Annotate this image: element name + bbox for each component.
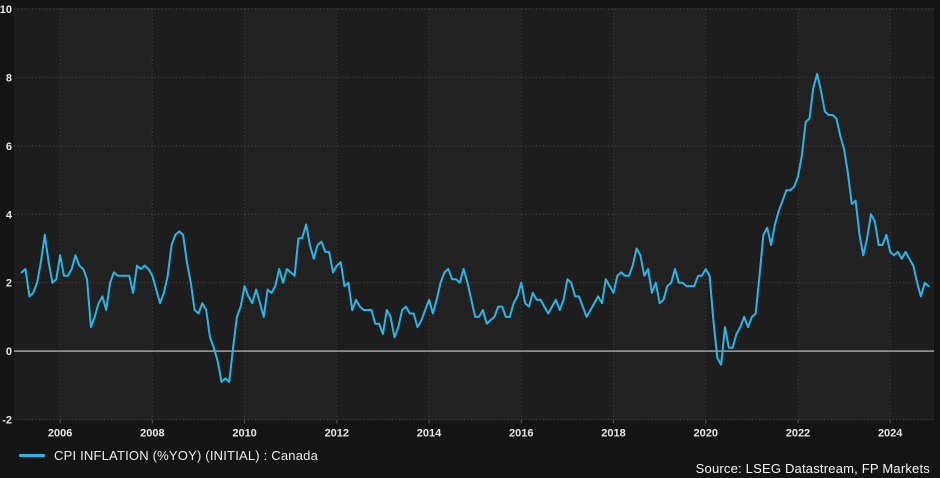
- x-tick-label: 2010: [232, 428, 256, 440]
- y-tick-label: -2: [2, 415, 12, 427]
- plot-band: [613, 8, 706, 421]
- plot-band: [60, 8, 153, 421]
- x-tick-label: 2014: [417, 428, 442, 440]
- y-tick-label: 0: [6, 346, 12, 358]
- x-tick-label: 2022: [786, 428, 810, 440]
- x-tick-label: 2016: [509, 428, 533, 440]
- plot-band: [705, 8, 798, 421]
- plot-band: [521, 8, 614, 421]
- y-tick-label: 10: [0, 4, 12, 16]
- cpi-inflation-series-line: [20, 73, 930, 383]
- legend-line-swatch: [19, 453, 45, 457]
- y-tick-label: 8: [6, 72, 12, 84]
- source-credit: Source: LSEG Datastream, FP Markets: [695, 461, 930, 476]
- y-tick-label: 4: [6, 209, 13, 221]
- cpi-line-chart: 2006 2008 2010 2012 2014 2016 2018 2020 2022 2024…: [0, 4, 934, 440]
- plot-band: [336, 8, 430, 421]
- legend-label: CPI INFLATION (%YOY) (INITIAL) : Canada: [54, 447, 319, 463]
- legend: CPI INFLATION (%YOY) (INITIAL) : Canada: [19, 447, 318, 463]
- plot-band: [797, 8, 891, 421]
- plot-band: [244, 8, 337, 421]
- y-tick-label: 6: [6, 141, 12, 153]
- y-tick-label: 2: [6, 278, 12, 290]
- plot-band: [14, 8, 61, 421]
- x-tick-label: 2008: [140, 428, 164, 440]
- x-tick-label: 2018: [601, 428, 625, 440]
- x-tick-label: 2020: [693, 428, 717, 440]
- x-tick-label: 2006: [48, 428, 72, 440]
- x-tick-label: 2024: [878, 428, 903, 440]
- x-tick-label: 2012: [325, 428, 349, 440]
